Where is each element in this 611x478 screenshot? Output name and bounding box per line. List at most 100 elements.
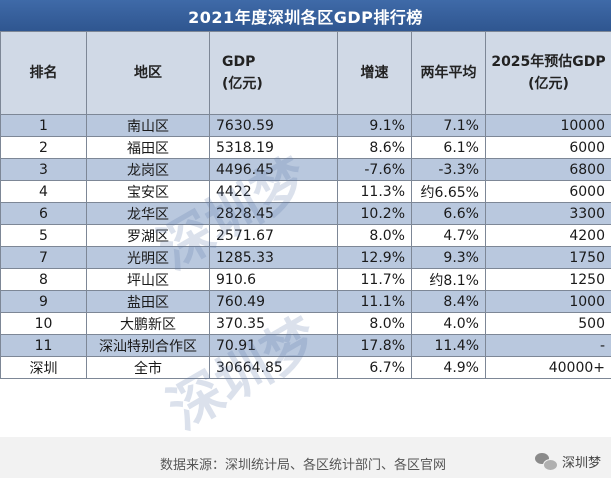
header-estimate-line1: 2025年预估GDP bbox=[491, 54, 606, 70]
cell-rank: 1 bbox=[0, 114, 87, 137]
cell-area: 龙华区 bbox=[86, 202, 210, 225]
table-row: 9 盐田区 760.49 11.1% 8.4% 1000 bbox=[0, 290, 611, 313]
cell-rank: 11 bbox=[0, 334, 87, 357]
cell-rank: 10 bbox=[0, 312, 87, 335]
cell-gdp: 7630.59 bbox=[209, 114, 338, 137]
cell-rank: 6 bbox=[0, 202, 87, 225]
header-estimate: 2025年预估GDP (亿元) bbox=[485, 31, 611, 115]
brand-name: 深圳梦 bbox=[561, 456, 601, 471]
cell-avg: 7.1% bbox=[411, 114, 486, 137]
cell-gdp: 4422 bbox=[209, 180, 338, 203]
header-growth: 增速 bbox=[337, 31, 412, 115]
data-source-note: 数据来源：深圳统计局、各区统计部门、各区官网 bbox=[160, 458, 447, 473]
cell-estimate: 10000 bbox=[485, 114, 611, 137]
cell-estimate: 500 bbox=[485, 312, 611, 335]
cell-rank: 8 bbox=[0, 268, 87, 291]
cell-gdp: 760.49 bbox=[209, 290, 338, 313]
header-estimate-line2: (亿元) bbox=[528, 76, 569, 92]
cell-rank: 深圳 bbox=[0, 356, 87, 379]
cell-growth: 8.6% bbox=[337, 136, 412, 159]
table-row: 8 坪山区 910.6 11.7% 约8.1% 1250 bbox=[0, 268, 611, 291]
cell-area: 深汕特别合作区 bbox=[86, 334, 210, 357]
cell-area: 龙岗区 bbox=[86, 158, 210, 181]
table-row: 11 深汕特别合作区 70.91 17.8% 11.4% - bbox=[0, 334, 611, 357]
cell-growth: 10.2% bbox=[337, 202, 412, 225]
header-row: 排名 地区 GDP (亿元) 增速 两年平均 2025年预估GDP (亿元) bbox=[0, 31, 611, 115]
cell-avg: 8.4% bbox=[411, 290, 486, 313]
cell-growth: 12.9% bbox=[337, 246, 412, 269]
cell-growth: 8.0% bbox=[337, 224, 412, 247]
cell-gdp: 30664.85 bbox=[209, 356, 338, 379]
header-gdp-line1: GDP bbox=[222, 54, 256, 70]
cell-avg: 4.9% bbox=[411, 356, 486, 379]
cell-rank: 4 bbox=[0, 180, 87, 203]
total-row: 深圳 全市 30664.85 6.7% 4.9% 40000+ bbox=[0, 356, 611, 379]
cell-gdp: 910.6 bbox=[209, 268, 338, 291]
cell-area: 盐田区 bbox=[86, 290, 210, 313]
cell-estimate: 1000 bbox=[485, 290, 611, 313]
cell-gdp: 2571.67 bbox=[209, 224, 338, 247]
cell-area: 全市 bbox=[86, 356, 210, 379]
cell-growth: 11.7% bbox=[337, 268, 412, 291]
header-gdp-line2: (亿元) bbox=[222, 76, 263, 92]
cell-growth: 11.3% bbox=[337, 180, 412, 203]
cell-avg: -3.3% bbox=[411, 158, 486, 181]
cell-rank: 7 bbox=[0, 246, 87, 269]
table-row: 4 宝安区 4422 11.3% 约6.65% 6000 bbox=[0, 180, 611, 203]
cell-avg: 6.6% bbox=[411, 202, 486, 225]
cell-estimate: 1750 bbox=[485, 246, 611, 269]
cell-growth: 11.1% bbox=[337, 290, 412, 313]
cell-estimate: 6000 bbox=[485, 136, 611, 159]
cell-growth: 8.0% bbox=[337, 312, 412, 335]
brand-badge: 深圳梦 bbox=[534, 452, 601, 471]
cell-growth: 17.8% bbox=[337, 334, 412, 357]
cell-area: 坪山区 bbox=[86, 268, 210, 291]
cell-area: 福田区 bbox=[86, 136, 210, 159]
cell-avg: 约6.65% bbox=[411, 180, 486, 203]
wechat-icon bbox=[534, 452, 558, 471]
table-row: 7 光明区 1285.33 12.9% 9.3% 1750 bbox=[0, 246, 611, 269]
table-row: 5 罗湖区 2571.67 8.0% 4.7% 4200 bbox=[0, 224, 611, 247]
cell-growth: 9.1% bbox=[337, 114, 412, 137]
header-gdp: GDP (亿元) bbox=[209, 31, 338, 115]
cell-area: 罗湖区 bbox=[86, 224, 210, 247]
cell-avg: 4.7% bbox=[411, 224, 486, 247]
cell-gdp: 70.91 bbox=[209, 334, 338, 357]
cell-rank: 3 bbox=[0, 158, 87, 181]
table-row: 2 福田区 5318.19 8.6% 6.1% 6000 bbox=[0, 136, 611, 159]
cell-area: 大鹏新区 bbox=[86, 312, 210, 335]
table-title: 2021年度深圳各区GDP排行榜 bbox=[0, 0, 611, 31]
cell-rank: 9 bbox=[0, 290, 87, 313]
cell-gdp: 370.35 bbox=[209, 312, 338, 335]
cell-avg: 4.0% bbox=[411, 312, 486, 335]
cell-avg: 9.3% bbox=[411, 246, 486, 269]
cell-area: 南山区 bbox=[86, 114, 210, 137]
header-avg: 两年平均 bbox=[411, 31, 486, 115]
cell-growth: -7.6% bbox=[337, 158, 412, 181]
cell-estimate: 3300 bbox=[485, 202, 611, 225]
table-row: 10 大鹏新区 370.35 8.0% 4.0% 500 bbox=[0, 312, 611, 335]
header-area: 地区 bbox=[86, 31, 210, 115]
cell-estimate: 4200 bbox=[485, 224, 611, 247]
table-body: 1 南山区 7630.59 9.1% 7.1% 10000 2 福田区 5318… bbox=[0, 114, 611, 379]
header-rank: 排名 bbox=[0, 31, 87, 115]
cell-estimate: - bbox=[485, 334, 611, 357]
table-row: 3 龙岗区 4496.45 -7.6% -3.3% 6800 bbox=[0, 158, 611, 181]
cell-estimate: 6000 bbox=[485, 180, 611, 203]
cell-growth: 6.7% bbox=[337, 356, 412, 379]
cell-avg: 约8.1% bbox=[411, 268, 486, 291]
cell-gdp: 1285.33 bbox=[209, 246, 338, 269]
cell-rank: 2 bbox=[0, 136, 87, 159]
table-row: 6 龙华区 2828.45 10.2% 6.6% 3300 bbox=[0, 202, 611, 225]
cell-estimate: 6800 bbox=[485, 158, 611, 181]
table-row: 1 南山区 7630.59 9.1% 7.1% 10000 bbox=[0, 114, 611, 137]
cell-avg: 11.4% bbox=[411, 334, 486, 357]
cell-avg: 6.1% bbox=[411, 136, 486, 159]
footer bbox=[0, 437, 611, 478]
gdp-table: 排名 地区 GDP (亿元) 增速 两年平均 2025年预估GDP (亿元) 1… bbox=[0, 31, 611, 379]
cell-estimate: 40000+ bbox=[485, 356, 611, 379]
cell-area: 宝安区 bbox=[86, 180, 210, 203]
cell-gdp: 5318.19 bbox=[209, 136, 338, 159]
cell-rank: 5 bbox=[0, 224, 87, 247]
